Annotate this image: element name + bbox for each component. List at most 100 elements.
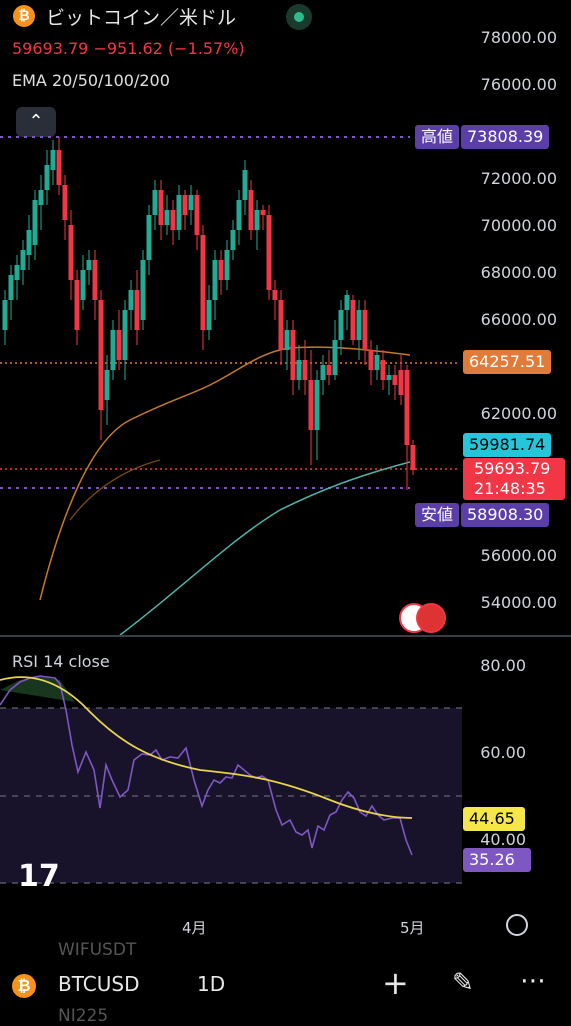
watchlist-ghost: NI225 [58,1006,109,1026]
candle-body [2,300,8,330]
candle-body [200,235,206,330]
watchlist-ghost: WIFUSDT [58,940,137,960]
last-price: 59693.79 [12,39,89,58]
candle-body [134,290,140,330]
price-axis-label: 70000.00 [480,216,557,235]
chevron-up-icon[interactable]: ⌃ [16,107,56,137]
settings-gear-icon[interactable] [506,914,528,936]
candle-body [194,195,200,235]
candle-body [122,310,128,360]
low-label: 安値 [415,503,460,527]
candle-body [338,310,344,340]
candle-body [380,360,386,380]
candle-body [272,290,278,300]
candle-body [62,185,68,220]
ema-value-tag: 64257.51 [463,350,552,374]
rsi-value-tag: 35.26 [463,848,531,872]
candle-body [14,265,20,280]
low-value-tag: 58908.30 [461,503,550,527]
us-flag-icon[interactable] [416,603,446,633]
candle-body [254,210,260,230]
symbol-button[interactable]: BTCUSD [58,972,140,996]
rsi-signal-tag: 44.65 [463,807,525,831]
ema-value-tag-2: 59981.74 [463,433,552,457]
indicator-legend-ema[interactable]: EMA 20/50/100/200 [12,71,170,90]
price-axis-label: 76000.00 [480,75,557,94]
bitcoin-icon: ₿ [12,974,36,998]
candle-body [284,330,290,350]
svg-text:17: 17 [18,859,60,894]
bottom-toolbar: ₿ BTCUSD 1D + ✎ ⋯ [0,960,571,1024]
price-axis-label: 66000.00 [480,310,557,329]
market-open-icon [286,4,312,30]
candle-body [368,350,374,370]
candle-body [206,300,212,330]
price-axis-label: 68000.00 [480,263,557,282]
candle-body [128,290,134,310]
candle-body [8,275,14,300]
candle-body [188,195,194,210]
candle-body [260,210,266,215]
candle-body [164,210,170,225]
interval-button[interactable]: 1D [197,972,226,996]
candle-body [212,260,218,300]
candle-body [176,195,182,230]
change-value: −951.62 [93,39,163,58]
candle-body [356,310,362,340]
candle-body [38,190,44,205]
candle-body [20,250,26,270]
chart-header: ₿ ビットコイン／米ドル 59693.79 −951.62 (−1.57%) E… [0,0,571,137]
high-value-tag: 73808.39 [461,125,550,149]
candle-body [224,250,230,280]
candle-body [398,370,404,395]
last-price-value: 59693.79 [474,459,551,478]
candle-body [242,170,248,200]
rsi-legend[interactable]: RSI 14 close [12,652,110,671]
price-axis-label: 78000.00 [480,28,557,47]
rsi-axis-label: 80.00 [480,656,526,675]
price-chart[interactable]: 17 [0,0,571,960]
candle-body [248,190,254,230]
candlesticks [2,137,416,490]
candle-body [98,300,104,410]
rsi-axis-label: 40.00 [480,830,526,849]
candle-body [80,270,86,300]
candle-body [350,300,356,340]
candle-body [236,200,242,230]
candle-body [32,200,38,245]
bar-countdown: 21:48:35 [474,479,546,498]
candle-body [332,340,338,375]
candle-body [218,260,224,280]
candle-body [266,215,272,290]
candle-body [92,260,98,300]
candle-body [44,165,50,190]
add-icon[interactable]: + [382,964,409,1002]
candle-body [320,365,326,380]
candle-body [74,280,80,330]
candle-body [104,370,110,400]
change-percent: (−1.57%) [167,39,245,58]
candle-body [152,190,158,215]
candle-body [140,260,146,320]
price-axis-label: 62000.00 [480,404,557,423]
candle-body [68,225,74,280]
price-change: 59693.79 −951.62 (−1.57%) [12,39,245,58]
candle-body [410,445,416,470]
candle-body [116,330,122,360]
candle-body [278,300,284,350]
candle-body [296,360,302,380]
symbol-title[interactable]: ビットコイン／米ドル [46,7,237,29]
candle-body [50,150,56,170]
high-label: 高値 [415,125,460,149]
candle-body [314,380,320,430]
candle-body [392,375,398,385]
candle-body [230,230,236,250]
time-axis-label: 4月 [182,919,207,937]
candle-body [344,295,350,310]
candle-body [308,380,314,430]
drawing-tool-icon[interactable]: ✎ [452,968,474,998]
candle-body [56,150,62,185]
more-options-icon[interactable]: ⋯ [520,966,546,996]
time-axis-label: 5月 [400,919,425,937]
candle-body [386,375,392,380]
